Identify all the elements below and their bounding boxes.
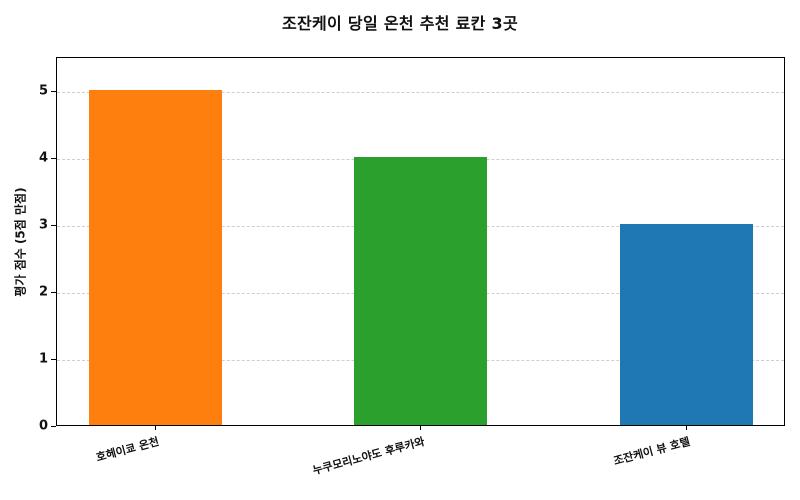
bar-3 [620, 223, 753, 425]
gridline [57, 91, 784, 93]
y-tick-label: 4 [38, 150, 48, 166]
y-tick-mark [51, 224, 56, 226]
y-tick-mark [51, 291, 56, 293]
y-tick-mark [51, 90, 56, 92]
y-tick-mark [51, 358, 56, 360]
y-tick-label: 1 [38, 351, 48, 367]
x-tick-mark [685, 426, 687, 430]
bar-2 [354, 156, 487, 425]
bar-1 [89, 89, 222, 425]
plot-area [56, 57, 785, 426]
y-axis-label: 평가 점수 (5점 만점) [13, 187, 28, 297]
x-tick-mark [419, 426, 421, 430]
y-tick-label: 2 [38, 284, 48, 300]
x-tick-label: 호헤이쿄 온천 [94, 434, 160, 465]
y-tick-label: 5 [38, 83, 48, 99]
x-tick-label: 조잔케이 뷰 호텔 [611, 434, 691, 468]
y-tick-label: 0 [38, 418, 48, 434]
y-tick-mark [51, 426, 56, 427]
chart-title: 조잔케이 당일 온천 추천 료칸 3곳 [281, 14, 519, 33]
x-tick-label: 누쿠모리노야도 후루카와 [310, 434, 426, 478]
y-tick-mark [51, 157, 56, 159]
y-tick-label: 3 [38, 217, 48, 233]
x-tick-mark [154, 426, 156, 430]
